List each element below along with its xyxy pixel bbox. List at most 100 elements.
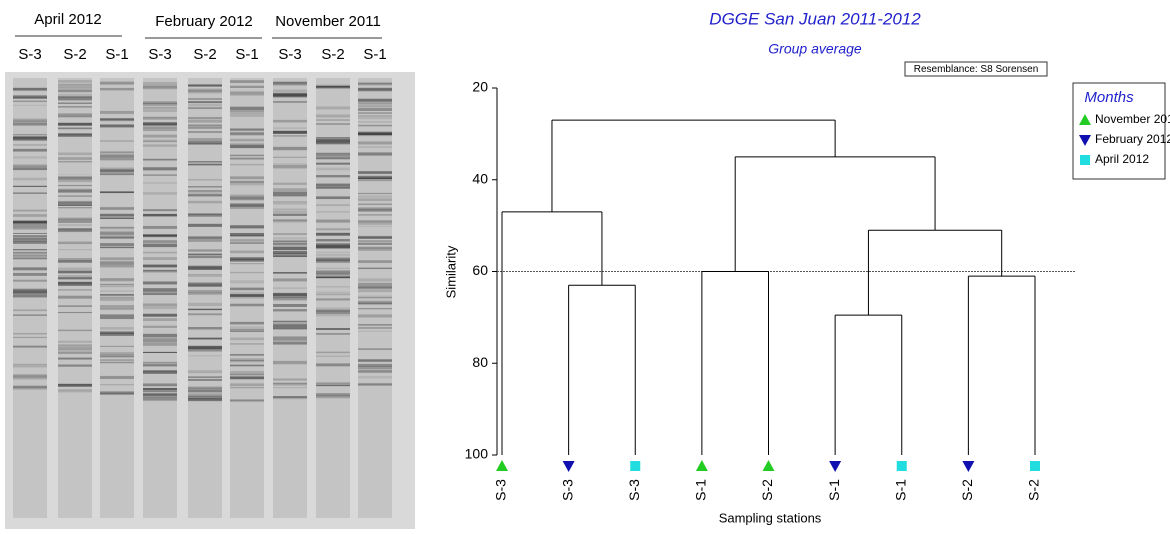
note: Resemblance: S8 Sorensen <box>914 64 1039 75</box>
band <box>13 309 47 312</box>
band <box>58 230 92 233</box>
band <box>58 289 92 291</box>
note-box <box>904 61 1048 77</box>
band <box>316 106 350 110</box>
band <box>358 102 392 105</box>
band <box>58 305 92 307</box>
band <box>100 191 134 194</box>
band <box>230 359 264 362</box>
band <box>230 292 264 296</box>
band <box>100 159 134 161</box>
band <box>58 156 92 159</box>
y-tick-label: 20 <box>472 79 488 95</box>
band <box>143 303 177 307</box>
band <box>143 289 177 293</box>
band <box>230 386 264 389</box>
band <box>143 144 177 147</box>
band <box>230 163 264 166</box>
band <box>358 308 392 310</box>
band <box>58 161 92 163</box>
band <box>100 352 134 356</box>
band <box>13 376 47 380</box>
band <box>100 307 134 309</box>
band <box>273 396 307 400</box>
band <box>143 209 177 212</box>
band <box>358 382 392 385</box>
band <box>273 343 307 346</box>
band <box>58 174 92 176</box>
band <box>13 120 47 124</box>
band <box>230 294 264 297</box>
band <box>316 307 350 311</box>
band <box>100 232 134 236</box>
band <box>58 267 92 270</box>
band <box>358 178 392 180</box>
band <box>13 236 47 239</box>
lane-label: S-3 <box>18 46 41 63</box>
band <box>273 127 307 129</box>
band <box>273 81 307 84</box>
band <box>100 236 134 239</box>
band <box>316 158 350 160</box>
band <box>188 200 222 204</box>
band <box>188 302 222 307</box>
band <box>358 121 392 123</box>
band <box>273 219 307 221</box>
band <box>316 244 350 249</box>
band <box>188 370 222 374</box>
band <box>58 127 92 130</box>
lane-label: S-2 <box>193 46 216 63</box>
band <box>143 351 177 353</box>
band <box>273 336 307 340</box>
band <box>100 285 134 288</box>
band <box>58 200 92 204</box>
band <box>316 123 350 125</box>
band <box>230 106 264 110</box>
band <box>143 134 177 138</box>
band <box>58 228 92 231</box>
band <box>58 276 92 280</box>
band <box>13 291 47 296</box>
band <box>230 370 264 374</box>
band <box>316 293 350 296</box>
band <box>358 198 392 201</box>
legend-title: Months <box>1084 89 1134 106</box>
band <box>58 81 92 84</box>
x-tick-label: S-3 <box>626 479 642 501</box>
lane-label: S-3 <box>278 46 301 63</box>
band <box>358 363 392 367</box>
band <box>273 299 307 301</box>
band <box>188 267 222 270</box>
band <box>58 383 92 387</box>
band <box>188 223 222 227</box>
band <box>143 117 177 120</box>
band <box>230 154 264 157</box>
band <box>358 152 392 156</box>
band <box>358 175 392 178</box>
band <box>188 238 222 242</box>
band <box>13 267 47 269</box>
band <box>273 361 307 365</box>
band <box>143 122 177 126</box>
band <box>316 211 350 213</box>
band <box>273 292 307 296</box>
band <box>358 179 392 182</box>
leaf-marker <box>695 460 708 471</box>
band <box>58 122 92 126</box>
band <box>188 285 222 287</box>
band <box>358 116 392 120</box>
band <box>358 240 392 242</box>
legend-marker <box>1080 155 1090 165</box>
band <box>13 238 47 240</box>
band <box>13 224 47 227</box>
band <box>13 100 47 103</box>
band <box>273 89 307 93</box>
band <box>188 292 222 295</box>
band <box>358 370 392 373</box>
band <box>230 164 264 166</box>
lane-label: S-1 <box>363 46 386 63</box>
band <box>13 144 47 146</box>
band <box>58 201 92 204</box>
band <box>188 275 222 277</box>
band <box>13 192 47 194</box>
